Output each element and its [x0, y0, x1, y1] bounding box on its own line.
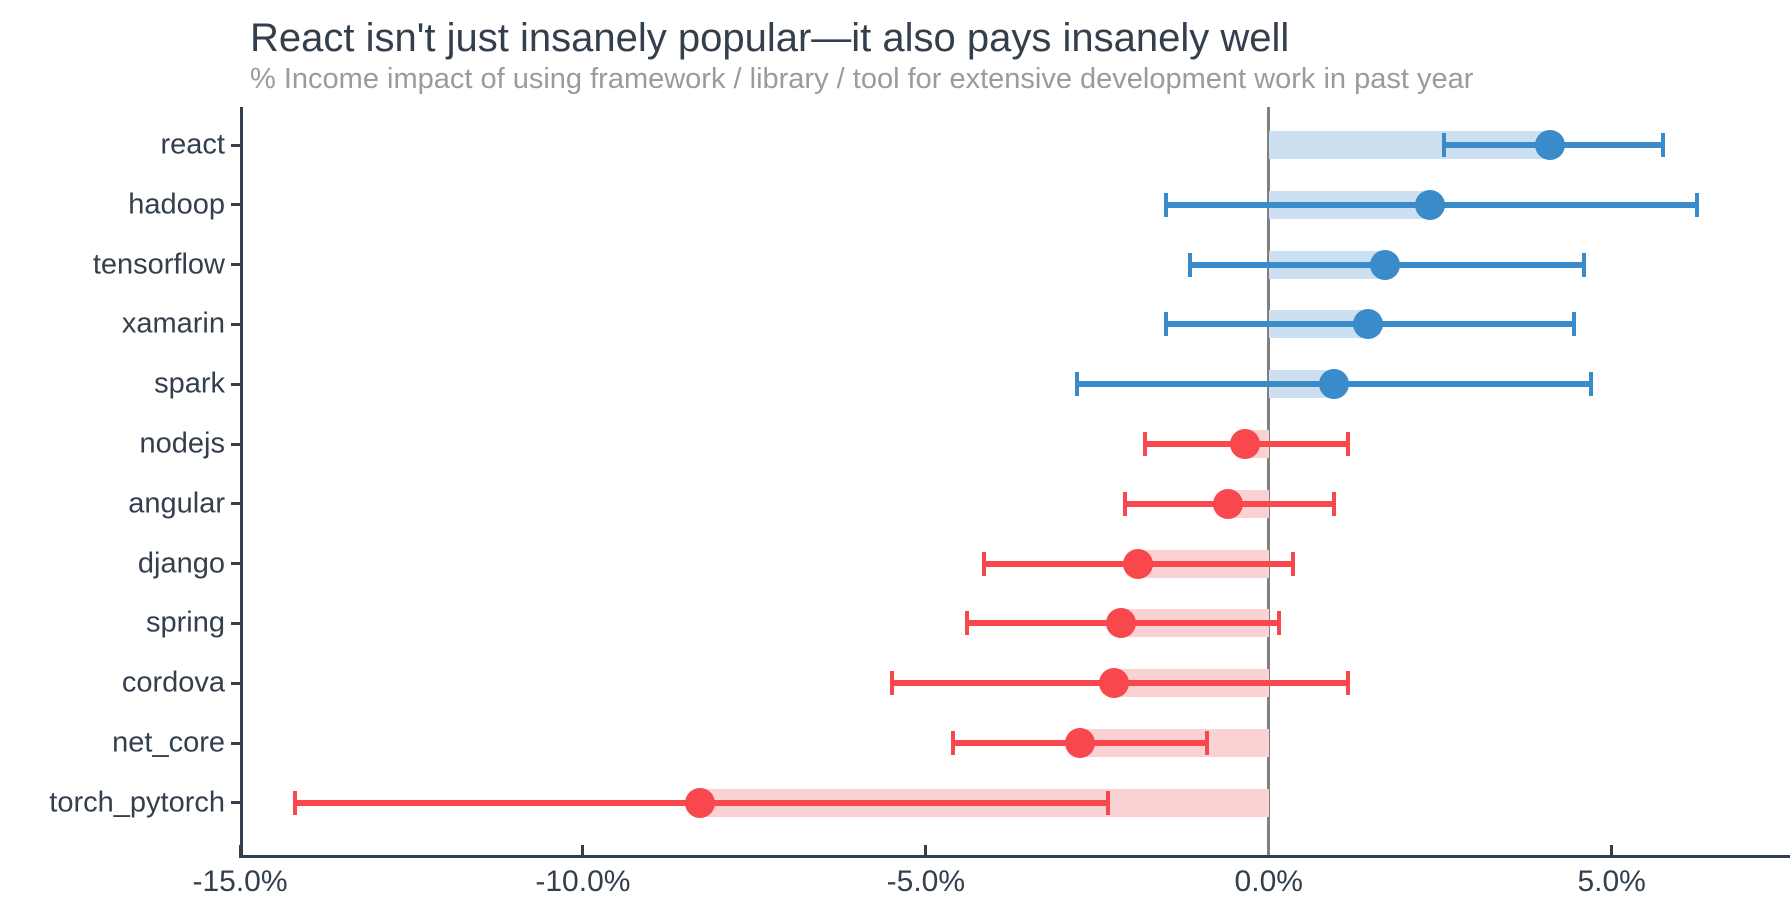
error-bar-cap — [1163, 192, 1168, 217]
y-axis-label-cordova: cordova — [121, 666, 225, 699]
y-axis-tick — [231, 681, 240, 685]
point-marker-react — [1534, 130, 1565, 160]
error-bar-cap — [1205, 731, 1210, 755]
x-axis-tick-label: -5.0% — [886, 865, 966, 898]
y-axis-tick — [231, 382, 240, 386]
point-marker-xamarin — [1353, 309, 1384, 340]
point-marker-hadoop — [1414, 189, 1445, 220]
error-bar-cap — [1163, 312, 1168, 337]
error-bar-cap — [1105, 790, 1110, 815]
point-marker-spring — [1106, 608, 1137, 639]
y-axis-tick — [231, 143, 240, 147]
x-axis-tick — [1610, 845, 1614, 855]
y-axis-label-spring: spring — [146, 606, 225, 639]
y-axis-line — [240, 107, 243, 855]
x-axis-tick-label: -15.0% — [192, 865, 288, 898]
y-axis-tick — [231, 502, 240, 506]
error-bar-cap — [1589, 372, 1594, 397]
error-bar-cap — [1331, 491, 1336, 516]
y-axis-tick — [231, 442, 240, 446]
point-marker-tensorflow — [1370, 249, 1401, 280]
error-bar-cap — [1122, 491, 1127, 516]
y-axis-label-react: react — [160, 128, 225, 161]
y-axis-tick — [231, 562, 240, 566]
point-marker-cordova — [1099, 668, 1130, 699]
error-bar-cap — [1277, 611, 1282, 636]
y-axis-label-angular: angular — [128, 487, 225, 520]
point-marker-nodejs — [1229, 429, 1260, 459]
chart-subtitle: % Income impact of using framework / lib… — [250, 63, 1474, 95]
point-marker-angular — [1212, 488, 1243, 519]
x-axis-tick-label: -10.0% — [535, 865, 631, 898]
y-axis-label-nodejs: nodejs — [139, 427, 225, 460]
error-bar-cap — [1290, 551, 1295, 576]
error-bar-cap — [982, 551, 987, 576]
point-marker-net_core — [1065, 728, 1096, 758]
y-axis-label-xamarin: xamarin — [121, 307, 225, 340]
error-bar-cap — [1582, 252, 1587, 277]
error-bar-cap — [964, 611, 969, 636]
point-marker-django — [1123, 548, 1154, 579]
chart-title: React isn't just insanely popular—it als… — [250, 16, 1290, 60]
y-axis-label-spark: spark — [154, 367, 225, 400]
point-marker-spark — [1318, 369, 1349, 400]
y-axis-tick — [231, 741, 240, 745]
y-axis-tick — [231, 801, 240, 805]
y-axis-tick — [231, 203, 240, 207]
error-bar-cap — [951, 731, 956, 755]
error-bar-cap — [1661, 133, 1666, 157]
x-axis-tick — [924, 845, 928, 855]
y-axis-label-torch_pytorch: torch_pytorch — [49, 786, 225, 819]
error-bar-cap — [1345, 432, 1350, 456]
x-axis-tick — [581, 845, 585, 855]
y-axis-tick — [231, 322, 240, 326]
x-axis-tick-label: 0.0% — [1234, 865, 1303, 898]
error-bar-cap — [1143, 432, 1148, 456]
x-axis-tick-label: 5.0% — [1577, 865, 1646, 898]
y-axis-label-hadoop: hadoop — [128, 188, 225, 221]
error-bar-cap — [1074, 372, 1079, 397]
y-axis-label-net_core: net_core — [112, 726, 225, 759]
error-bar-cap — [1571, 312, 1576, 337]
error-bar-cap — [889, 671, 894, 696]
y-axis-label-tensorflow: tensorflow — [92, 248, 225, 281]
y-axis-tick — [231, 263, 240, 267]
y-axis-tick — [231, 621, 240, 625]
error-bar-cap — [1441, 133, 1446, 157]
error-bar-cap — [1187, 252, 1192, 277]
point-marker-torch_pytorch — [684, 787, 715, 818]
error-bar-cap — [1345, 671, 1350, 696]
error-bar-cap — [1695, 192, 1700, 217]
x-axis-line — [239, 855, 1790, 858]
x-axis-tick — [238, 845, 242, 855]
error-bar-cap — [292, 790, 297, 815]
zero-reference-line — [1267, 107, 1271, 855]
y-axis-label-django: django — [137, 547, 225, 580]
